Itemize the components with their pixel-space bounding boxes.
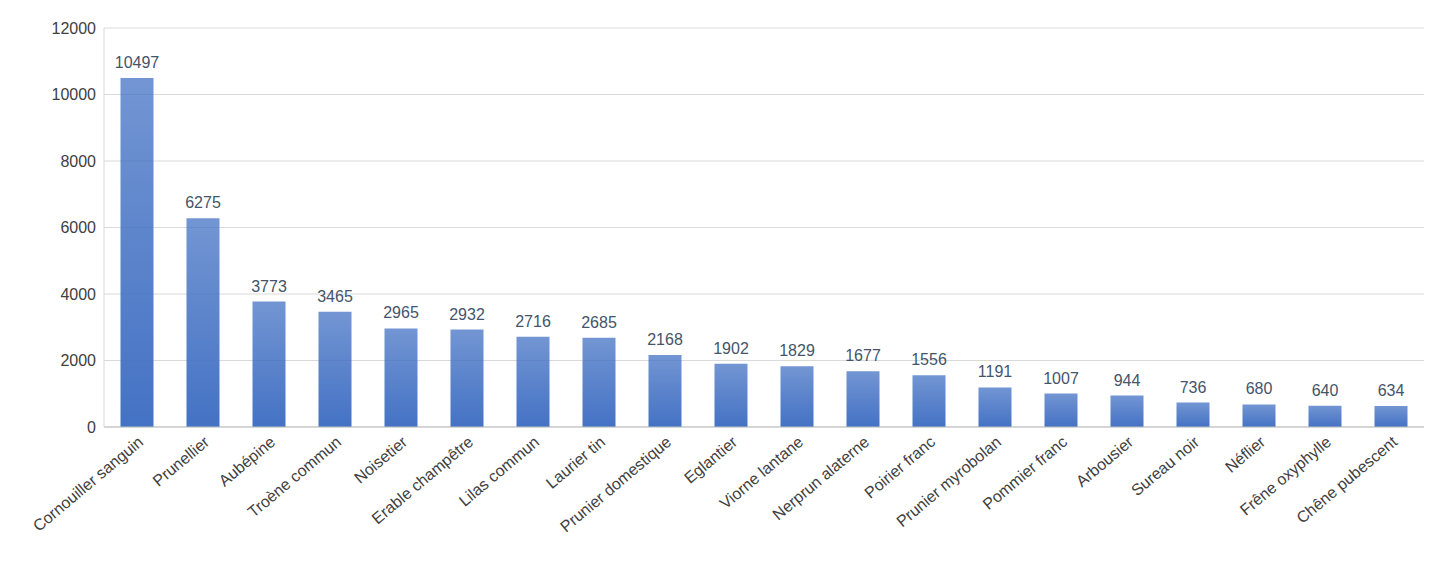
svg-text:6275: 6275 [185,194,221,211]
svg-text:10000: 10000 [52,86,97,103]
svg-text:Pommier franc: Pommier franc [980,433,1071,513]
svg-text:Viorne lantane: Viorne lantane [716,433,807,513]
svg-text:Poirier franc: Poirier franc [861,433,939,502]
svg-text:Arbousier: Arbousier [1073,433,1137,490]
svg-text:Frêne oxyphylle: Frêne oxyphylle [1236,433,1335,519]
svg-text:1191: 1191 [978,363,1013,380]
svg-text:634: 634 [1378,382,1405,399]
svg-text:Noisetier: Noisetier [351,433,411,487]
svg-text:Troène commun: Troène commun [245,433,345,521]
svg-text:Prunellier: Prunellier [150,433,213,490]
svg-text:2685: 2685 [581,314,617,331]
svg-text:0: 0 [87,419,96,436]
svg-text:736: 736 [1180,379,1207,396]
svg-text:3773: 3773 [251,278,287,295]
svg-text:4000: 4000 [60,286,96,303]
svg-text:Néflier: Néflier [1222,433,1269,476]
svg-text:Chêne pubescent: Chêne pubescent [1293,433,1400,527]
svg-text:Aubépine: Aubépine [215,433,278,490]
svg-text:2000: 2000 [60,352,96,369]
svg-text:Prunier myrobolan: Prunier myrobolan [893,433,1004,530]
svg-text:Nerprun alaterne: Nerprun alaterne [769,433,872,523]
svg-text:12000: 12000 [52,20,97,37]
svg-text:680: 680 [1246,380,1273,397]
svg-text:8000: 8000 [60,153,96,170]
svg-text:Sureau noir: Sureau noir [1128,433,1203,500]
svg-text:1829: 1829 [779,342,815,359]
svg-text:1902: 1902 [713,340,749,357]
svg-text:Erable champêtre: Erable champêtre [369,433,477,527]
svg-text:Prunier domestique: Prunier domestique [557,433,674,535]
svg-text:1007: 1007 [1043,370,1079,387]
svg-text:Cornouiller sanguin: Cornouiller sanguin [30,433,147,535]
svg-text:Lilas commun: Lilas commun [456,433,543,509]
svg-text:Laurier tin: Laurier tin [543,433,608,492]
svg-text:944: 944 [1114,372,1141,389]
svg-text:10497: 10497 [115,54,160,71]
svg-text:3465: 3465 [317,288,353,305]
svg-text:1556: 1556 [911,351,947,368]
svg-text:Eglantier: Eglantier [681,433,741,487]
svg-text:2168: 2168 [647,331,683,348]
svg-text:6000: 6000 [60,219,96,236]
svg-text:2932: 2932 [449,306,485,323]
svg-text:640: 640 [1312,382,1339,399]
svg-text:2965: 2965 [383,304,419,321]
svg-text:1677: 1677 [845,347,881,364]
svg-text:2716: 2716 [515,313,551,330]
